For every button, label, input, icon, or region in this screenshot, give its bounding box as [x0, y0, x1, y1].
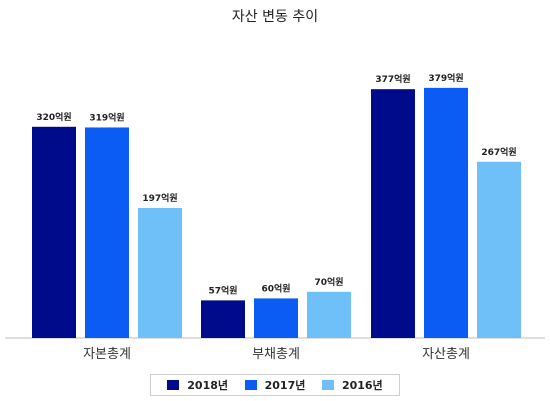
chart-plot: 320억원 319억원 197억원 57억원 60억원 70억원 377억원 379억원 267… [5, 72, 545, 362]
data-label-2-1: 379억원 [428, 72, 463, 84]
legend-item-2017: 2017년 [244, 377, 306, 393]
legend-item-2016: 2016년 [321, 377, 383, 393]
legend-swatch-2018 [167, 380, 180, 390]
data-label-1-1: 60억원 [261, 282, 290, 294]
x-tick-label-2: 자산총계 [422, 347, 470, 362]
data-label-2-2: 267억원 [481, 146, 516, 158]
legend-label-2017: 2017년 [264, 379, 306, 392]
data-label-0-0: 320억원 [36, 111, 71, 123]
legend-item-2018: 2018년 [167, 377, 228, 393]
x-tick-label-0: 자본총계 [83, 347, 131, 362]
bar-2-2 [477, 161, 521, 338]
legend-label-2016: 2016년 [341, 379, 383, 392]
bar-2-0 [371, 89, 415, 339]
bar-2-1 [424, 87, 468, 338]
x-tick-label-1: 부채총계 [252, 347, 300, 362]
legend-swatch-2017 [244, 380, 257, 390]
legend-swatch-2016 [321, 380, 334, 390]
data-label-0-2: 197억원 [142, 192, 177, 204]
bar-1-1 [254, 298, 298, 338]
data-label-2-0: 377억원 [375, 73, 410, 85]
legend: 2018년 2017년 2016년 [150, 374, 400, 396]
data-label-1-2: 70억원 [314, 276, 343, 288]
data-label-0-1: 319억원 [89, 111, 124, 123]
data-label-1-0: 57억원 [208, 284, 237, 296]
bar-1-2 [307, 291, 351, 338]
bar-0-1 [85, 127, 129, 339]
bar-0-2 [138, 207, 182, 338]
bar-1-0 [201, 300, 245, 338]
legend-label-2018: 2018년 [187, 379, 229, 392]
chart-title: 자산 변동 추이 [231, 9, 319, 25]
bar-0-0 [32, 126, 76, 338]
